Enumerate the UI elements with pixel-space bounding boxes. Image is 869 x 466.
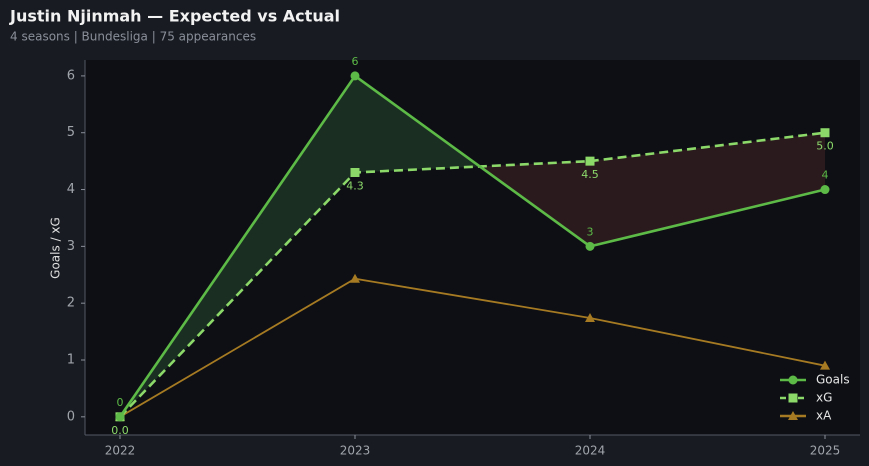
line [119,131,826,418]
point [115,412,125,422]
y-tick-label: 6 [67,68,75,83]
plot-area [85,60,860,435]
data-label: 5.0 [816,140,834,153]
chart-subtitle: 4 seasons | Bundesliga | 75 appearances [10,30,256,44]
data-label: 4 [822,169,829,182]
y-tick-label: 0 [67,409,75,424]
x-tick-label: 2023 [340,444,371,458]
point [585,312,595,322]
line [119,277,826,418]
data-label: 3 [587,225,594,238]
point [350,168,360,177]
difference-fill [590,132,825,247]
point [585,241,595,251]
data-label: 6 [352,55,359,68]
chart-title: Justin Njinmah — Expected vs Actual [9,7,340,26]
legend-marker [788,393,798,403]
data-label: 0.0 [111,424,129,437]
y-tick-label: 3 [67,239,75,254]
data-label: 4.3 [346,180,364,193]
y-tick-label: 5 [67,125,75,140]
y-tick-label: 1 [67,353,75,368]
legend-marker [788,375,798,385]
line [118,74,826,418]
x-tick-label: 2024 [575,444,606,458]
y-axis-label: Goals / xG [49,217,63,279]
legend-label: xG [816,391,832,405]
legend-label: Goals [816,373,850,387]
y-tick-label: 2 [67,296,75,311]
point [820,185,830,195]
y-tick-label: 4 [67,182,75,197]
x-tick-label: 2025 [810,444,841,458]
legend-label: xA [816,409,832,423]
point [585,156,595,166]
x-tick-label: 2022 [105,444,136,458]
data-label: 0 [117,396,124,409]
point [820,360,830,370]
data-label: 4.5 [581,168,599,181]
legend-marker [788,411,798,420]
point [350,71,360,81]
point [350,273,360,283]
point [820,128,830,138]
